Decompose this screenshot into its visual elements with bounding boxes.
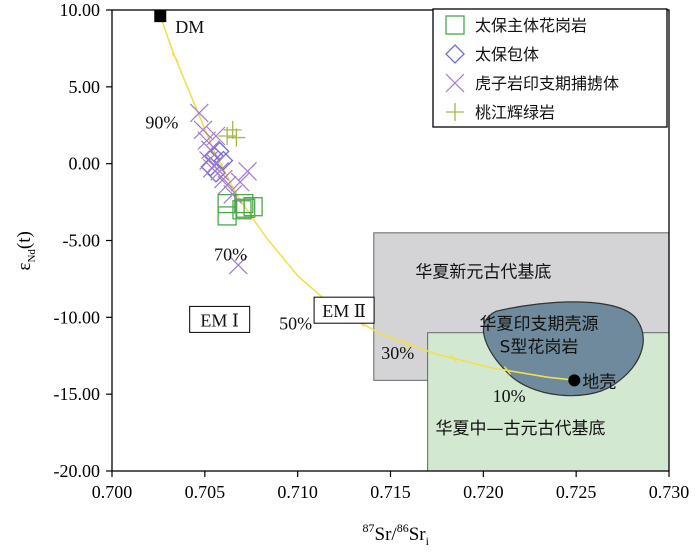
curve-tick-3 — [216, 157, 224, 167]
curve-tick-10 — [503, 366, 512, 375]
y-tick-label-1: 10.00 — [60, 0, 101, 20]
points-layer — [154, 10, 581, 387]
em-label-2: EM Ⅱ — [322, 301, 366, 321]
point-series3-14 — [228, 255, 248, 275]
axes-layer: 0.700 0.705 0.710 0.715 0.720 0.725 0.730 10.00… — [14, 0, 689, 548]
x-tick-label-4: 0.715 — [370, 482, 411, 502]
point-series3-10 — [217, 175, 237, 195]
y-tick-label-3: 0.00 — [69, 154, 101, 174]
point-series1-4 — [236, 198, 256, 218]
point-series1-6 — [234, 193, 254, 214]
point-series3-13 — [238, 161, 257, 181]
legend-item-2: 太保包体 — [445, 44, 539, 64]
point-series3-12 — [230, 172, 250, 192]
x-tick-label-1: 0.700 — [92, 482, 133, 502]
dm-marker — [154, 10, 167, 23]
legend-box — [432, 8, 668, 128]
em-box-2 — [313, 296, 375, 324]
percent-label-3: 50% — [279, 314, 312, 334]
point-series4-3 — [227, 128, 246, 147]
point-series3-11 — [223, 184, 243, 204]
crust-marker — [568, 374, 581, 387]
y-axis-title: εNd(t) — [14, 231, 38, 270]
point-series1-3 — [232, 200, 252, 220]
legend-marker-2 — [445, 44, 465, 64]
percent-label-1: 90% — [145, 112, 178, 132]
point-series3-9 — [213, 169, 233, 189]
x-tick-label-3: 0.710 — [277, 482, 318, 502]
point-series3-3 — [197, 131, 217, 151]
x-tick-label-5: 0.720 — [463, 482, 504, 502]
legend-label-3: 虎子岩印支期捕掳体 — [475, 74, 619, 93]
curve-tick-9 — [450, 353, 458, 363]
x-tick-label-2: 0.705 — [185, 482, 226, 502]
y-tick-label-7: -20.00 — [54, 461, 101, 481]
curve-tick-5 — [279, 253, 287, 263]
x-tick-label-7: 0.730 — [649, 482, 690, 502]
y-tick-label-2: 5.00 — [69, 77, 101, 97]
curve-tick-8 — [401, 338, 409, 348]
percent-label-4: 30% — [381, 343, 414, 363]
legend-marker-3 — [445, 73, 465, 93]
legend-label-4: 桃江辉绿岩 — [475, 103, 555, 122]
em-box-1 — [189, 305, 251, 333]
legend-marker-1 — [445, 15, 465, 35]
point-series3-15 — [206, 126, 226, 146]
mixing-curve — [159, 15, 577, 382]
legend-label-2: 太保包体 — [475, 45, 539, 64]
label-meso-paleoproterozoic-basement: 华夏中—古元古代基底 — [435, 419, 605, 439]
y-tick-label-5: -10.00 — [54, 307, 101, 327]
label-neoproterozoic-basement: 华夏新元古代基底 — [415, 262, 551, 282]
curve-tick-1 — [171, 53, 179, 62]
label-s-type-granite-line1: 华夏印支期壳源 — [480, 315, 599, 335]
point-series3-2 — [193, 120, 213, 140]
x-tick-label-6: 0.725 — [556, 482, 597, 502]
x-axis-title: 87Sr/86Sri — [363, 521, 430, 548]
percent-label-2: 70% — [214, 244, 247, 264]
y-tick-label-6: -15.00 — [54, 384, 101, 404]
regions-layer — [373, 232, 670, 472]
region-s-type-granite — [483, 301, 644, 397]
legend-item-1: 太保主体花岗岩 — [445, 15, 587, 35]
point-series3-1 — [189, 103, 209, 123]
legend-marker-4 — [446, 103, 464, 121]
crust-label: 地壳 — [582, 372, 616, 392]
legend-item-3: 虎子岩印支期捕掳体 — [445, 73, 619, 93]
point-series4-2 — [223, 120, 242, 139]
em-label-1: EM Ⅰ — [200, 310, 239, 330]
dm-label: DM — [175, 17, 204, 37]
legend-label-1: 太保主体花岗岩 — [475, 16, 587, 35]
y-tick-label-4: -5.00 — [63, 231, 101, 251]
label-s-type-granite-line2: S型花岗岩 — [500, 338, 579, 358]
percent-label-5: 10% — [493, 386, 526, 406]
legend-item-4: 桃江辉绿岩 — [446, 103, 555, 122]
